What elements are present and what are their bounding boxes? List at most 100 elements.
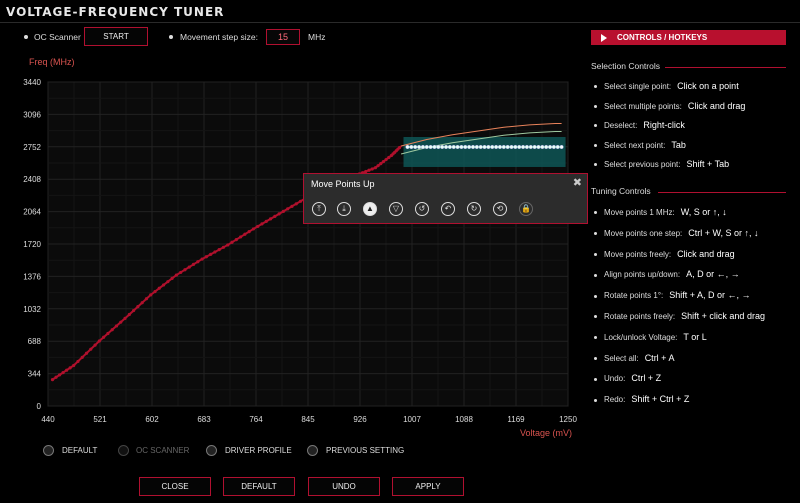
default-profile-radio[interactable] — [43, 445, 54, 456]
data-point — [50, 378, 55, 382]
hotkey-row: Redo: Shift + Ctrl + Z — [594, 394, 689, 404]
hotkey-keys: Ctrl + W, S or ↑, ↓ — [688, 227, 759, 238]
data-point — [226, 243, 230, 247]
move-top-icon[interactable]: ⤒ — [312, 202, 326, 216]
hotkey-row: Select single point: Click on a point — [594, 81, 739, 91]
data-point — [273, 214, 277, 218]
y-tick-label: 3096 — [23, 110, 41, 119]
x-tick-label: 602 — [145, 415, 159, 424]
undo-icon[interactable]: ⟲ — [493, 202, 507, 216]
y-tick-label: 2064 — [23, 208, 41, 217]
hotkey-action: Lock/unlock Voltage: — [604, 332, 678, 342]
oc-scanner-profile-radio[interactable] — [118, 445, 129, 456]
move-down-icon[interactable]: ▽ — [389, 202, 403, 216]
hotkey-bullet — [594, 252, 597, 256]
undo-button[interactable]: UNDO — [308, 477, 380, 496]
hotkey-keys: A, D or ←, → — [686, 269, 740, 280]
y-tick-label: 1720 — [23, 240, 41, 249]
data-point — [54, 375, 58, 379]
hotkey-row: Align points up/down: A, D or ←, → — [594, 269, 740, 279]
data-point — [183, 268, 187, 272]
data-point — [247, 229, 251, 234]
controls-hotkeys-label: CONTROLS / HOTKEYS — [617, 33, 708, 42]
data-point — [179, 270, 183, 275]
x-tick-label: 845 — [301, 415, 315, 424]
data-point — [57, 373, 62, 377]
oc-scanner-profile-label: OC SCANNER — [136, 446, 190, 455]
hotkey-action: Deselect: — [604, 121, 638, 130]
tuning-divider — [658, 192, 786, 193]
rotate-left-icon[interactable]: ↺ — [415, 202, 429, 216]
hotkey-keys: Right-click — [643, 120, 685, 130]
hotkey-keys: Ctrl + A — [644, 352, 675, 363]
data-point — [127, 312, 131, 317]
popup-close-icon[interactable]: ✖ — [572, 177, 582, 189]
data-point — [149, 293, 153, 297]
chart-grid — [47, 81, 569, 407]
y-tick-label: 1032 — [23, 305, 41, 314]
data-point — [68, 366, 72, 370]
tuning-controls-title: Tuning Controls — [591, 186, 651, 196]
x-tick-label: 1007 — [403, 415, 421, 424]
hotkey-row: Deselect: Right-click — [594, 120, 685, 130]
hotkey-bullet — [594, 273, 597, 277]
data-point — [221, 245, 226, 249]
hotkey-row: Move points freely: Click and drag — [594, 249, 735, 259]
data-point — [84, 351, 89, 355]
hotkey-bullet — [594, 356, 597, 360]
x-axis-ticks: 440 521 602 683 764 845 926 1007 1088 1169 1250 — [41, 415, 577, 424]
step-size-bullet — [169, 35, 173, 39]
x-tick-label: 926 — [353, 415, 367, 424]
data-point — [153, 289, 157, 294]
hotkey-keys: T or L — [683, 331, 707, 342]
driver-profile-radio[interactable] — [206, 445, 217, 456]
previous-setting-radio[interactable] — [307, 445, 318, 456]
data-point — [364, 169, 368, 174]
data-point — [123, 316, 127, 321]
controls-hotkeys-header[interactable]: CONTROLS / HOTKEYS — [591, 30, 786, 45]
hotkey-bullet — [594, 336, 597, 340]
y-tick-label: 2752 — [23, 143, 41, 152]
move-bottom-icon[interactable]: ⤓ — [337, 202, 351, 216]
data-point — [204, 255, 208, 259]
hotkey-row: Select previous point: Shift + Tab — [594, 159, 729, 169]
hotkey-bullet — [594, 104, 597, 108]
data-point — [72, 363, 76, 368]
data-point — [286, 207, 290, 211]
hotkey-action: Undo: — [604, 374, 626, 384]
move-up-icon[interactable]: ▲ — [363, 202, 377, 216]
hotkey-action: Move points freely: — [604, 249, 672, 259]
data-point — [268, 217, 273, 221]
data-point — [376, 164, 380, 168]
selection-divider — [665, 67, 786, 68]
x-axis-label: Voltage (mV) — [520, 428, 573, 438]
data-point — [234, 238, 238, 242]
data-point — [243, 232, 247, 236]
hotkey-keys: Click and drag — [687, 100, 746, 111]
data-point — [106, 331, 110, 336]
data-point — [281, 209, 285, 213]
y-tick-label: 344 — [28, 370, 42, 379]
step-size-input[interactable]: 15 — [266, 29, 300, 45]
rotate-left-alt-icon[interactable]: ↶ — [441, 202, 455, 216]
data-point — [373, 166, 378, 170]
lock-icon[interactable]: 🔒 — [519, 202, 533, 216]
apply-button[interactable]: APPLY — [392, 477, 464, 496]
oc-scanner-start-button[interactable]: START — [84, 27, 148, 46]
data-point — [213, 250, 217, 254]
data-point — [191, 262, 196, 267]
hotkey-row: Select next point: Tab — [594, 140, 686, 150]
hotkey-keys: Shift + Tab — [686, 159, 730, 169]
hotkey-action: Select all: — [604, 353, 639, 363]
data-point — [119, 320, 123, 324]
default-button[interactable]: DEFAULT — [223, 477, 295, 496]
data-point — [89, 347, 93, 351]
y-tick-label: 0 — [37, 402, 42, 411]
rotate-right-icon[interactable]: ↻ — [467, 202, 481, 216]
close-button[interactable]: CLOSE — [139, 477, 211, 496]
data-point — [217, 248, 221, 252]
data-point — [256, 224, 260, 229]
y-tick-label: 1376 — [23, 272, 41, 281]
data-point — [200, 257, 204, 261]
